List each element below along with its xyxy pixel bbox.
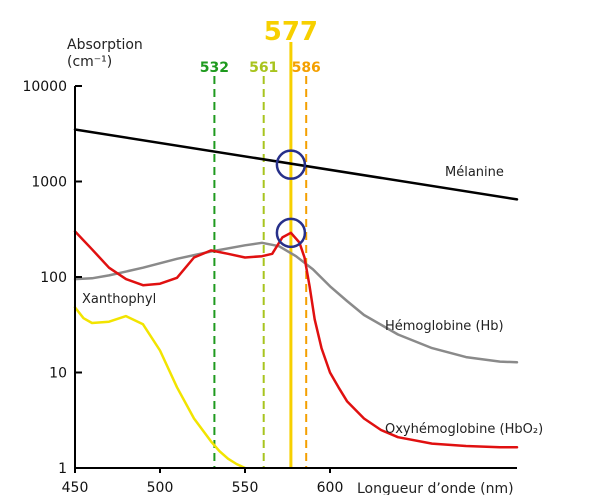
y-axis-label: Absorption: [67, 37, 143, 53]
series-line-0: [73, 128, 519, 201]
x-tick-label-600: 600: [317, 480, 344, 495]
y-tick-label-10000: 10000: [22, 79, 67, 95]
marker-label-532: 532: [200, 60, 229, 76]
series-label-3: Xanthophyl: [82, 292, 156, 307]
marker-label-577: 577: [264, 17, 318, 47]
x-tick-label-450: 450: [62, 480, 89, 495]
series-lines: [73, 128, 519, 470]
tick-labels: 1 10 100 1000 10000 450 500 550 600: [22, 79, 343, 495]
series-label-1: Hémoglobine (Hb): [385, 319, 504, 334]
highlight-circle-1: [275, 217, 307, 249]
axes: [74, 85, 517, 473]
series-label-0: Mélanine: [445, 165, 504, 180]
x-axis-label: Longueur d’onde (nm): [357, 481, 514, 495]
highlight-circles: [275, 149, 307, 249]
series-label-2: Oxyhémoglobine (HbO₂): [385, 422, 543, 437]
x-tick-label-550: 550: [232, 480, 259, 495]
y-tick-label-10: 10: [49, 366, 67, 382]
series-line-2: [73, 230, 519, 449]
y-axis-unit: (cm⁻¹): [67, 54, 112, 70]
marker-label-561: 561: [249, 60, 278, 76]
highlight-circle-0: [275, 149, 307, 180]
series-line-1: [73, 241, 519, 364]
marker-label-586: 586: [292, 60, 321, 76]
y-tick-label-1: 1: [58, 461, 67, 477]
x-tick-label-500: 500: [147, 480, 174, 495]
series-line-3: [73, 306, 247, 470]
series-labels: Mélanine Hémoglobine (Hb) Oxyhémoglobine (…: [82, 165, 543, 437]
y-tick-label-100: 100: [40, 270, 67, 286]
y-tick-label-1000: 1000: [31, 175, 67, 191]
